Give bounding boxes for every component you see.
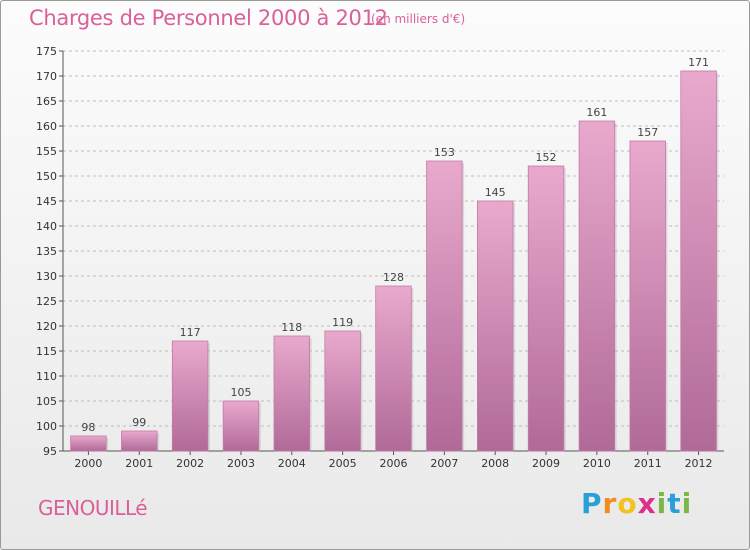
y-tick-label: 140 bbox=[36, 220, 57, 233]
bar-value-label: 157 bbox=[637, 126, 658, 139]
y-tick-label: 95 bbox=[43, 445, 57, 458]
bar-value-label: 105 bbox=[230, 386, 251, 399]
bar-value-label: 99 bbox=[132, 416, 146, 429]
x-tick-label: 2004 bbox=[278, 457, 306, 470]
x-tick-label: 2000 bbox=[74, 457, 102, 470]
y-tick-label: 160 bbox=[36, 120, 57, 133]
bar bbox=[629, 140, 666, 452]
y-tick-label: 135 bbox=[36, 245, 57, 258]
chart-title: Charges de Personnel 2000 à 2012 bbox=[29, 6, 388, 30]
bar bbox=[222, 400, 260, 452]
y-tick-label: 170 bbox=[36, 70, 57, 83]
bar-value-label: 171 bbox=[688, 56, 709, 69]
x-tick-label: 2005 bbox=[329, 457, 357, 470]
bar bbox=[680, 70, 717, 452]
bar bbox=[273, 335, 311, 452]
y-tick-label: 175 bbox=[36, 45, 57, 58]
logo-letter: t bbox=[667, 487, 682, 520]
x-tick-label: 2012 bbox=[685, 457, 713, 470]
y-tick-label: 155 bbox=[36, 145, 57, 158]
x-tick-label: 2006 bbox=[380, 457, 408, 470]
bar bbox=[324, 330, 361, 452]
chart-subtitle: (en milliers d'€) bbox=[371, 12, 466, 26]
x-tick-label: 2009 bbox=[532, 457, 560, 470]
x-tick-label: 2010 bbox=[583, 457, 611, 470]
bar-value-label: 98 bbox=[81, 421, 95, 434]
logo-letter: r bbox=[602, 487, 618, 520]
y-tick-label: 110 bbox=[36, 370, 57, 383]
bar bbox=[70, 435, 107, 452]
bar bbox=[476, 200, 514, 452]
y-tick-label: 130 bbox=[36, 270, 57, 283]
y-tick-label: 115 bbox=[36, 345, 57, 358]
bar-value-label: 118 bbox=[281, 321, 302, 334]
y-tick-label: 165 bbox=[36, 95, 57, 108]
x-tick-label: 2011 bbox=[634, 457, 662, 470]
x-tick-label: 2003 bbox=[227, 457, 255, 470]
y-tick-label: 150 bbox=[36, 170, 57, 183]
y-tick-label: 125 bbox=[36, 295, 57, 308]
bar-value-label: 152 bbox=[536, 151, 557, 164]
logo-letter: i bbox=[656, 487, 668, 520]
bar bbox=[426, 160, 463, 452]
logo-letter: o bbox=[617, 487, 638, 520]
bar bbox=[527, 165, 565, 452]
logo-letter: i bbox=[681, 487, 693, 520]
bar bbox=[121, 430, 158, 452]
y-tick-label: 145 bbox=[36, 195, 57, 208]
bar-value-label: 145 bbox=[485, 186, 506, 199]
labels: 95 100 105 110 115 120 125 130 135 140 145 150 155 16… bbox=[36, 45, 713, 470]
bar bbox=[578, 120, 616, 452]
bar-value-label: 119 bbox=[332, 316, 353, 329]
bars bbox=[70, 70, 719, 452]
proxiti-logo: Proxiti bbox=[581, 487, 692, 520]
commune-name: GENOUILLé bbox=[38, 496, 148, 520]
x-tick-label: 2007 bbox=[430, 457, 458, 470]
logo-letter: x bbox=[637, 487, 657, 520]
bar-value-label: 153 bbox=[434, 146, 455, 159]
y-tick-label: 100 bbox=[36, 420, 57, 433]
y-tick-label: 120 bbox=[36, 320, 57, 333]
x-tick-label: 2001 bbox=[125, 457, 153, 470]
bar-value-label: 128 bbox=[383, 271, 404, 284]
logo-letter: P bbox=[581, 487, 603, 520]
bar bbox=[171, 340, 209, 452]
x-tick-label: 2002 bbox=[176, 457, 204, 470]
bar bbox=[375, 285, 412, 452]
y-tick-label: 105 bbox=[36, 395, 57, 408]
bar-value-label: 161 bbox=[586, 106, 607, 119]
bar-value-label: 117 bbox=[180, 326, 201, 339]
x-tick-label: 2008 bbox=[481, 457, 509, 470]
